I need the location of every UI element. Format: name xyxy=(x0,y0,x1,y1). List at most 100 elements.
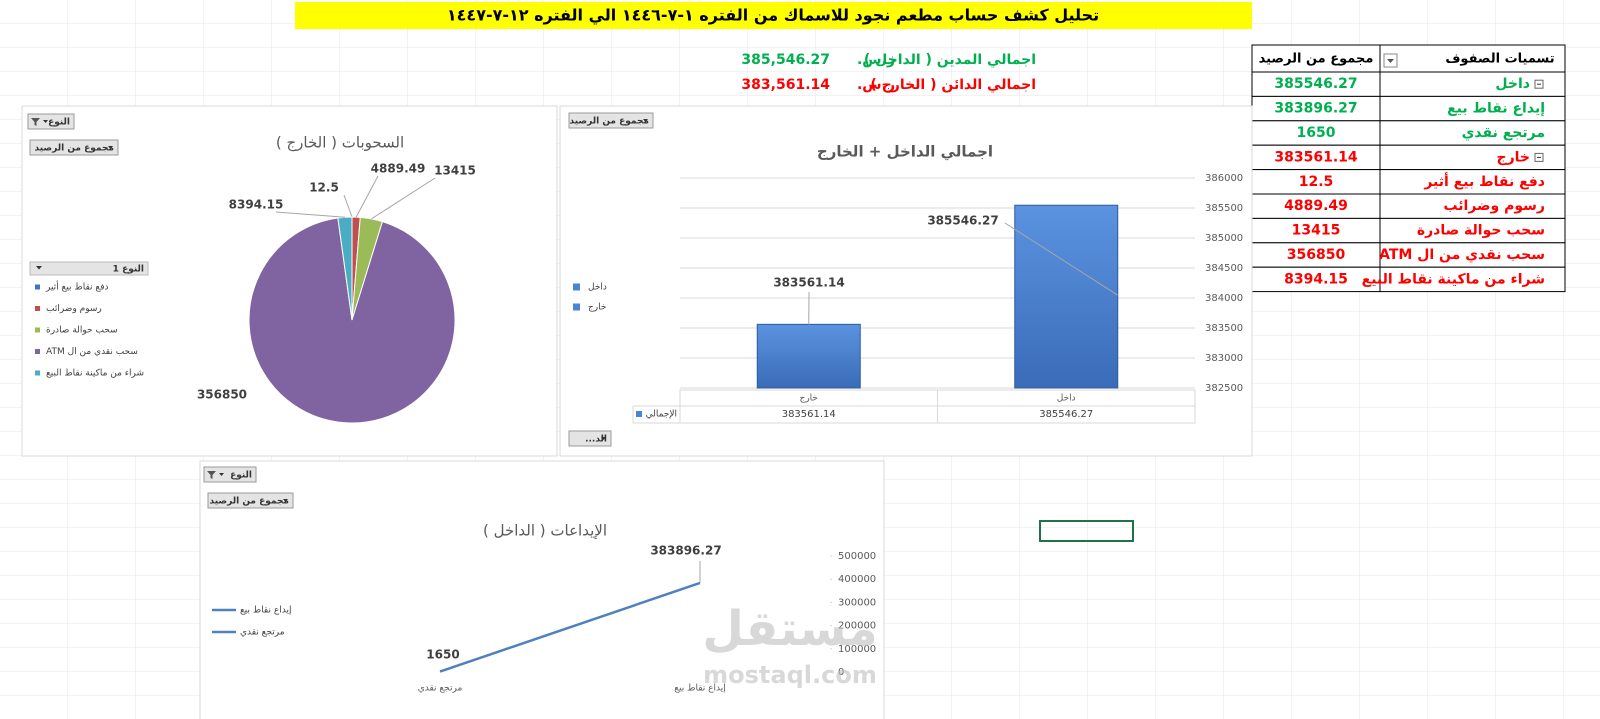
row-label: خارج xyxy=(1497,149,1531,165)
filter-button-arrow[interactable] xyxy=(219,473,224,476)
summary-amount: 385,546.27 xyxy=(741,52,830,68)
row-value: 1650 xyxy=(1297,125,1336,141)
y-tick-label: 382500 xyxy=(1205,383,1243,394)
pie-slice xyxy=(248,217,456,424)
value-button: مجموع من الرصيد xyxy=(35,144,114,154)
legend-title: النوع 1 xyxy=(113,265,144,275)
table-row xyxy=(1251,169,1566,195)
y-tick-label: 300000 xyxy=(838,597,876,608)
y-tick-label: 383000 xyxy=(1205,353,1243,364)
axis-button-arrow[interactable] xyxy=(601,437,606,440)
filter-button-arrow[interactable] xyxy=(43,120,48,123)
legend-label: سحب نقدي من ال ATM xyxy=(46,347,138,357)
leader-line xyxy=(1004,222,1119,296)
chart-panel xyxy=(199,460,885,719)
legend-label: رسوم وضرائب xyxy=(46,304,102,314)
chart-title: السحوبات ( الخارج ) xyxy=(276,134,404,153)
legend-label: سحب حوالة صادرة xyxy=(46,326,118,336)
row-value: 8394.15 xyxy=(1284,271,1348,287)
y-tick-label: 100000 xyxy=(838,644,876,655)
chart-title: اجمالي الداخل + الخارج xyxy=(817,143,993,161)
legend-swatch xyxy=(35,349,40,354)
legend-swatch xyxy=(35,327,40,333)
row-label: شراء من ماكينة نقاط البيع xyxy=(1362,271,1545,287)
row-value: 356850 xyxy=(1287,247,1346,263)
legend-label: دفع نقاط بيع أثير xyxy=(45,281,109,293)
table-header: مجموع من الرصيد xyxy=(1259,52,1374,67)
value-button-arrow[interactable] xyxy=(108,146,113,149)
row-label: سحب نقدي من ال ATM xyxy=(1379,247,1545,264)
table-row xyxy=(1251,266,1566,293)
table-header-bg xyxy=(1251,44,1566,73)
table-value: 385546.27 xyxy=(1039,409,1093,420)
legend-swatch xyxy=(35,370,40,376)
y-tick-label: 500000 xyxy=(838,551,876,562)
data-label: 383896.27 xyxy=(650,544,721,558)
watermark-brand: مستقل xyxy=(702,601,878,657)
row-value: 383561.14 xyxy=(1274,149,1358,165)
legend-header xyxy=(29,261,149,276)
axis-button-box xyxy=(568,430,612,447)
legend-swatch xyxy=(636,411,642,417)
value-button-box xyxy=(207,492,294,509)
leader-line xyxy=(355,175,379,218)
data-label: 4889.49 xyxy=(371,162,426,176)
table-row xyxy=(1251,71,1566,97)
y-tick-label: 0 xyxy=(838,667,844,678)
legend-swatch xyxy=(35,306,40,311)
value-button-arrow[interactable] xyxy=(283,499,288,502)
filter-button-icon xyxy=(207,471,216,479)
chart-panel xyxy=(559,105,1253,457)
x-tick-label: إيداع نقاط بيع xyxy=(674,684,725,694)
data-label: 385546.27 xyxy=(927,214,998,228)
row-value: 385546.27 xyxy=(1274,76,1357,92)
leader-line xyxy=(371,177,436,220)
legend-label: شراء من ماكينة نقاط البيع xyxy=(46,369,144,379)
legend-label: داخل xyxy=(588,283,607,293)
axis-button: الد... xyxy=(585,435,607,445)
legend-swatch xyxy=(35,284,40,290)
filter-button-icon xyxy=(31,118,40,126)
y-tick-label: 383500 xyxy=(1205,323,1243,334)
y-tick-label: 386000 xyxy=(1205,173,1243,184)
row-value: 383896.27 xyxy=(1274,101,1357,117)
x-tick-label: داخل xyxy=(1057,394,1076,404)
selected-cell[interactable] xyxy=(1039,520,1134,542)
data-label: 383561.14 xyxy=(773,276,844,290)
row-label: إيداع نقاط بيع xyxy=(1447,101,1545,117)
line-series xyxy=(439,581,701,673)
summary-currency: ر.س. xyxy=(857,77,895,93)
row-label: رسوم وضرائب xyxy=(1443,198,1545,214)
value-button-arrow[interactable] xyxy=(643,119,648,122)
y-tick-label: 384500 xyxy=(1205,263,1243,274)
filter-button: النوع xyxy=(48,118,70,128)
x-tick-label: خارج xyxy=(800,394,818,404)
filter-button-box xyxy=(27,113,75,130)
row-label: داخل xyxy=(1495,76,1530,92)
series-name: الإجمالي xyxy=(646,410,677,420)
y-tick-label: 385500 xyxy=(1205,203,1243,214)
row-label: سحب حوالة صادرة xyxy=(1417,223,1545,239)
summary-label: اجمالي المدين ( الداخل ) xyxy=(864,52,1036,68)
legend-label: خارج xyxy=(588,303,606,313)
filter-button-box xyxy=(203,466,257,483)
filter-button: النوع xyxy=(230,471,252,481)
chart-title: الإيداعات ( الداخل ) xyxy=(483,522,607,540)
data-label: 356850 xyxy=(197,388,247,402)
legend-label: مرتجع نقدي xyxy=(240,628,285,638)
value-button: مجموع من الرصيد xyxy=(570,117,649,127)
dropdown-arrow xyxy=(1387,59,1394,63)
value-button: مجموع من الرصيد xyxy=(210,497,289,507)
table-row xyxy=(1251,144,1566,171)
row-value: 12.5 xyxy=(1299,174,1334,190)
y-tick-label: 384000 xyxy=(1205,293,1243,304)
summary-currency: ر.س. xyxy=(857,52,895,68)
row-label: مرتجع نقدي xyxy=(1462,125,1545,142)
y-tick-label: 385000 xyxy=(1205,233,1243,244)
leader-line xyxy=(343,194,353,218)
table-row xyxy=(1251,193,1566,219)
data-label: 13415 xyxy=(434,164,476,178)
leader-line xyxy=(275,211,345,218)
data-label: 1650 xyxy=(426,648,459,662)
